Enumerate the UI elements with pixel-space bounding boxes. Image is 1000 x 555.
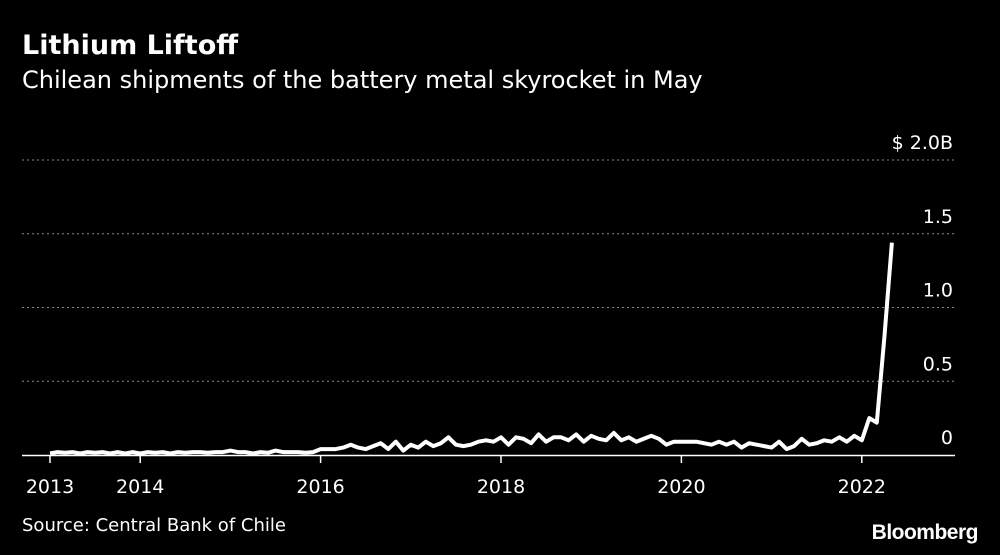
y-tick-label: 0: [941, 427, 953, 449]
y-tick-label: 0.5: [923, 353, 953, 375]
axes: 0 0.5 1.0 1.5 $ 2.0B 2013 2014 2016 2018 2020 2022: [22, 132, 955, 498]
y-tick-label: $ 2.0B: [892, 132, 953, 154]
x-tick-label: 2016: [296, 476, 344, 498]
x-tick-label: 2020: [657, 476, 705, 498]
chart-subtitle: Chilean shipments of the battery metal s…: [22, 66, 703, 94]
gridlines: [22, 159, 955, 382]
y-tick-label: 1.0: [923, 280, 953, 302]
source-note: Source: Central Bank of Chile: [22, 515, 286, 536]
y-tick-label: 1.5: [923, 206, 953, 228]
bloomberg-logo: Bloomberg: [871, 521, 979, 544]
x-tick-label: 2013: [26, 476, 74, 498]
series-layer: [49, 242, 894, 456]
chart-title: Lithium Liftoff: [22, 30, 239, 61]
series-line: [49, 242, 894, 456]
x-tick-label: 2022: [838, 476, 886, 498]
x-tick-label: 2018: [477, 476, 525, 498]
x-tick-label: 2014: [116, 476, 164, 498]
